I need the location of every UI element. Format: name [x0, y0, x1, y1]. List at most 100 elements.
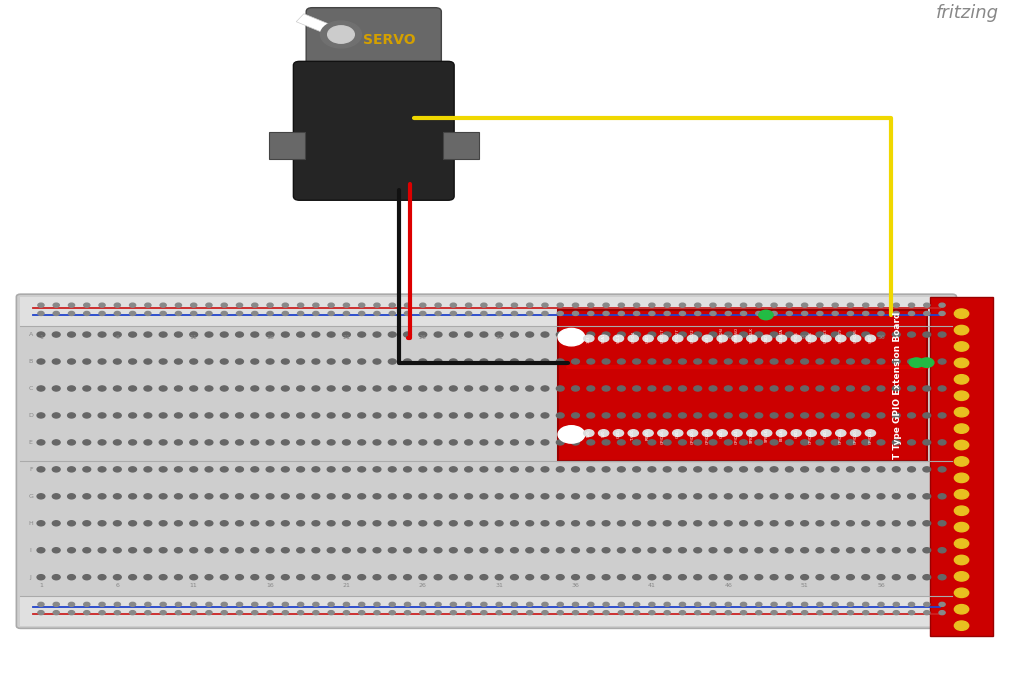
Circle shape: [831, 575, 839, 580]
Circle shape: [892, 332, 900, 337]
Circle shape: [114, 359, 121, 364]
Circle shape: [373, 359, 381, 364]
Text: J: J: [30, 575, 32, 580]
Circle shape: [328, 386, 335, 391]
Circle shape: [237, 602, 243, 606]
Circle shape: [236, 386, 244, 391]
Circle shape: [954, 604, 969, 614]
Circle shape: [37, 575, 45, 580]
Circle shape: [831, 413, 839, 418]
Circle shape: [816, 359, 823, 364]
Circle shape: [52, 359, 60, 364]
Circle shape: [816, 521, 823, 526]
Circle shape: [939, 312, 945, 316]
Text: 3V3: 3V3: [706, 335, 710, 343]
Circle shape: [403, 575, 412, 580]
Circle shape: [511, 359, 518, 364]
Circle shape: [69, 610, 75, 614]
Circle shape: [174, 386, 182, 391]
Circle shape: [434, 521, 442, 526]
Circle shape: [205, 359, 213, 364]
Text: GPIO16: GPIO16: [839, 429, 843, 443]
Circle shape: [649, 610, 655, 614]
Circle shape: [435, 610, 441, 614]
Circle shape: [175, 610, 181, 614]
Circle shape: [954, 555, 969, 564]
Text: 1: 1: [39, 335, 43, 340]
Circle shape: [321, 21, 361, 48]
Circle shape: [206, 610, 212, 614]
Circle shape: [939, 602, 945, 606]
Text: 5V0: 5V0: [602, 429, 605, 437]
Circle shape: [557, 312, 563, 316]
Circle shape: [862, 312, 868, 316]
Circle shape: [205, 548, 213, 553]
Circle shape: [817, 610, 823, 614]
Circle shape: [924, 303, 930, 307]
Circle shape: [542, 602, 548, 606]
Circle shape: [801, 386, 809, 391]
Circle shape: [938, 575, 946, 580]
Circle shape: [878, 332, 885, 337]
Text: GPIO19: GPIO19: [839, 328, 843, 343]
Circle shape: [129, 467, 136, 472]
Circle shape: [556, 332, 564, 337]
Circle shape: [739, 440, 748, 445]
Circle shape: [602, 413, 610, 418]
Circle shape: [816, 386, 823, 391]
Circle shape: [206, 312, 212, 316]
Circle shape: [679, 575, 686, 580]
Circle shape: [556, 548, 564, 553]
Circle shape: [403, 359, 412, 364]
Circle shape: [862, 386, 869, 391]
Circle shape: [617, 575, 626, 580]
Circle shape: [679, 493, 686, 499]
Circle shape: [298, 610, 304, 614]
Circle shape: [465, 332, 472, 337]
Circle shape: [451, 303, 457, 307]
Circle shape: [373, 467, 381, 472]
Circle shape: [419, 359, 427, 364]
Circle shape: [634, 303, 640, 307]
Circle shape: [114, 548, 121, 553]
Circle shape: [801, 521, 809, 526]
Circle shape: [801, 493, 809, 499]
Circle shape: [52, 575, 60, 580]
Circle shape: [785, 359, 794, 364]
Circle shape: [725, 312, 731, 316]
Circle shape: [190, 312, 197, 316]
Circle shape: [465, 440, 472, 445]
Circle shape: [190, 602, 197, 606]
Circle shape: [939, 610, 945, 614]
Circle shape: [282, 467, 289, 472]
Circle shape: [648, 413, 655, 418]
Circle shape: [205, 521, 213, 526]
Circle shape: [954, 523, 969, 532]
Circle shape: [374, 610, 380, 614]
Circle shape: [389, 312, 395, 316]
Circle shape: [160, 312, 166, 316]
Circle shape: [739, 575, 748, 580]
Circle shape: [174, 413, 182, 418]
Circle shape: [343, 359, 350, 364]
Text: 6: 6: [116, 583, 119, 588]
Circle shape: [739, 332, 748, 337]
Circle shape: [511, 493, 518, 499]
Circle shape: [496, 359, 503, 364]
Circle shape: [511, 332, 518, 337]
Circle shape: [190, 610, 197, 614]
Circle shape: [374, 602, 380, 606]
Text: I: I: [30, 548, 32, 553]
Circle shape: [755, 521, 763, 526]
Circle shape: [694, 548, 701, 553]
Circle shape: [267, 602, 273, 606]
Circle shape: [220, 548, 228, 553]
Circle shape: [237, 312, 243, 316]
Circle shape: [603, 602, 609, 606]
Circle shape: [802, 312, 808, 316]
Circle shape: [633, 575, 640, 580]
Circle shape: [388, 359, 396, 364]
Circle shape: [37, 548, 45, 553]
Circle shape: [776, 430, 786, 437]
Circle shape: [403, 467, 412, 472]
